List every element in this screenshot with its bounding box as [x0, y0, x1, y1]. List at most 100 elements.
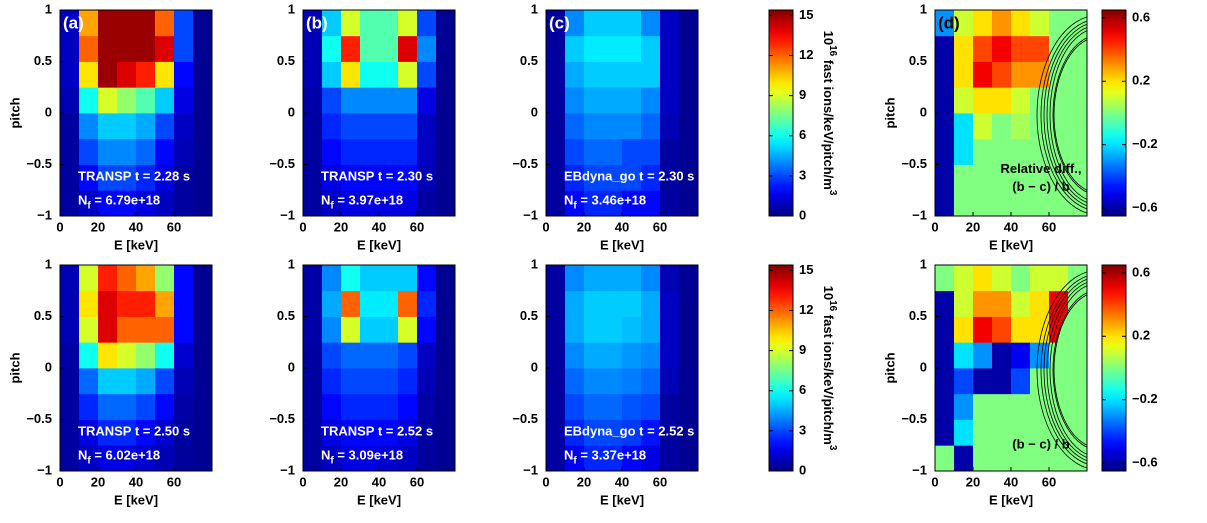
y-tick-label: −1: [37, 207, 52, 222]
heatmap-cell: [1030, 290, 1050, 317]
x-tick-label: 0: [542, 219, 549, 234]
heatmap-cell: [117, 164, 137, 191]
heatmap-cell: [992, 113, 1012, 140]
heatmap-cell: [973, 35, 993, 62]
heatmap-cell: [322, 10, 342, 37]
heatmap-cell: [60, 316, 80, 343]
heatmap-cell: [935, 35, 955, 62]
heatmap-cell: [660, 445, 680, 471]
heatmap-cell: [992, 316, 1012, 343]
heatmap-cell: [973, 10, 993, 37]
heatmap-cell: [973, 368, 993, 395]
heatmap-cell: [193, 265, 212, 292]
colorbar: [768, 264, 794, 472]
heatmap: [935, 10, 1087, 216]
y-tick-label: −0.5: [901, 156, 927, 171]
heatmap-cell: [303, 61, 323, 88]
x-tick-label: 60: [410, 219, 424, 234]
heatmap-cell: [174, 368, 194, 395]
heatmap-cell: [360, 87, 380, 114]
heatmap-cell: [193, 190, 212, 216]
heatmap-cell: [136, 419, 156, 446]
heatmap-cell: [622, 61, 642, 88]
x-tick-label: 20: [577, 474, 591, 489]
heatmap-cell: [603, 113, 623, 140]
heatmap-cell: [193, 290, 212, 317]
heatmap-cell: [79, 190, 99, 216]
heatmap-cell: [60, 342, 80, 369]
heatmap: [546, 265, 698, 471]
heatmap-cell: [973, 164, 993, 191]
heatmap-cell: [417, 445, 437, 471]
heatmap-cell: [935, 265, 955, 292]
heatmap-cell: [992, 445, 1012, 471]
heatmap-cell: [935, 368, 955, 395]
heatmap-cell: [341, 290, 361, 317]
colorbar-tick-label: 6: [799, 382, 806, 397]
flux-core: [1053, 39, 1087, 191]
nf-symbol: N: [78, 193, 87, 208]
heatmap-cell: [341, 10, 361, 37]
heatmap-cell: [660, 290, 680, 317]
heatmap-cell: [935, 316, 955, 343]
heatmap-cell: [622, 368, 642, 395]
heatmap-cell: [679, 190, 698, 216]
heatmap-cell: [155, 368, 175, 395]
heatmap-cell: [565, 393, 585, 420]
label-base: 10: [821, 31, 836, 45]
heatmap-cell: [379, 61, 399, 88]
colorbar-tick-label: 3: [799, 167, 806, 182]
heatmap-cell: [973, 316, 993, 343]
heatmap-cell: [546, 35, 566, 62]
heatmap: [935, 265, 1087, 471]
y-tick-label: 0.5: [277, 308, 295, 323]
annotation: EBdyna_go t = 2.30 s: [564, 168, 694, 183]
colorbar: [1101, 9, 1127, 217]
heatmap-cell: [417, 265, 437, 292]
x-axis-label: E [keV]: [357, 492, 401, 507]
heatmap-cell: [992, 190, 1012, 216]
heatmap-cell: [973, 393, 993, 420]
heatmap-cell: [660, 316, 680, 343]
nf-subscript: f: [573, 200, 577, 211]
heatmap-cell: [641, 87, 661, 114]
heatmap-cell: [417, 190, 437, 216]
heatmap-cell: [1030, 265, 1050, 292]
heatmap-cell: [341, 316, 361, 343]
heatmap-cell: [641, 316, 661, 343]
heatmap-cell: [193, 87, 212, 114]
heatmap-cell: [622, 290, 642, 317]
nf-symbol: N: [564, 448, 573, 463]
x-tick-label: 20: [577, 219, 591, 234]
heatmap-cell: [322, 290, 342, 317]
label-text: fast ions/keV/pitch/m: [821, 56, 836, 190]
y-tick-label: 0: [288, 359, 295, 374]
heatmap-cell: [155, 138, 175, 165]
heatmap-cell: [660, 368, 680, 395]
heatmap-cell: [98, 290, 118, 317]
heatmap-cell: [935, 342, 955, 369]
heatmap-cell: [546, 10, 566, 37]
heatmap-cell: [174, 445, 194, 471]
heatmap-cell: [973, 445, 993, 471]
heatmap-cell: [603, 190, 623, 216]
heatmap-cell: [546, 113, 566, 140]
heatmap-cell: [679, 419, 698, 446]
heatmap-cell: [1011, 138, 1031, 165]
heatmap-cell: [360, 113, 380, 140]
heatmap-cell: [973, 342, 993, 369]
heatmap-cell: [1011, 35, 1031, 62]
x-tick-label: 40: [372, 219, 386, 234]
heatmap-cell: [322, 368, 342, 395]
heatmap-cell: [322, 445, 342, 471]
heatmap-cell: [322, 265, 342, 292]
heatmap-cell: [565, 265, 585, 292]
heatmap-cell: [679, 138, 698, 165]
heatmap-cell: [584, 419, 604, 446]
heatmap-cell: [303, 190, 323, 216]
heatmap-cell: [954, 368, 974, 395]
heatmap-cell: [360, 290, 380, 317]
heatmap-cell: [584, 368, 604, 395]
heatmap-cell: [954, 138, 974, 165]
y-tick-label: −1: [912, 207, 927, 222]
